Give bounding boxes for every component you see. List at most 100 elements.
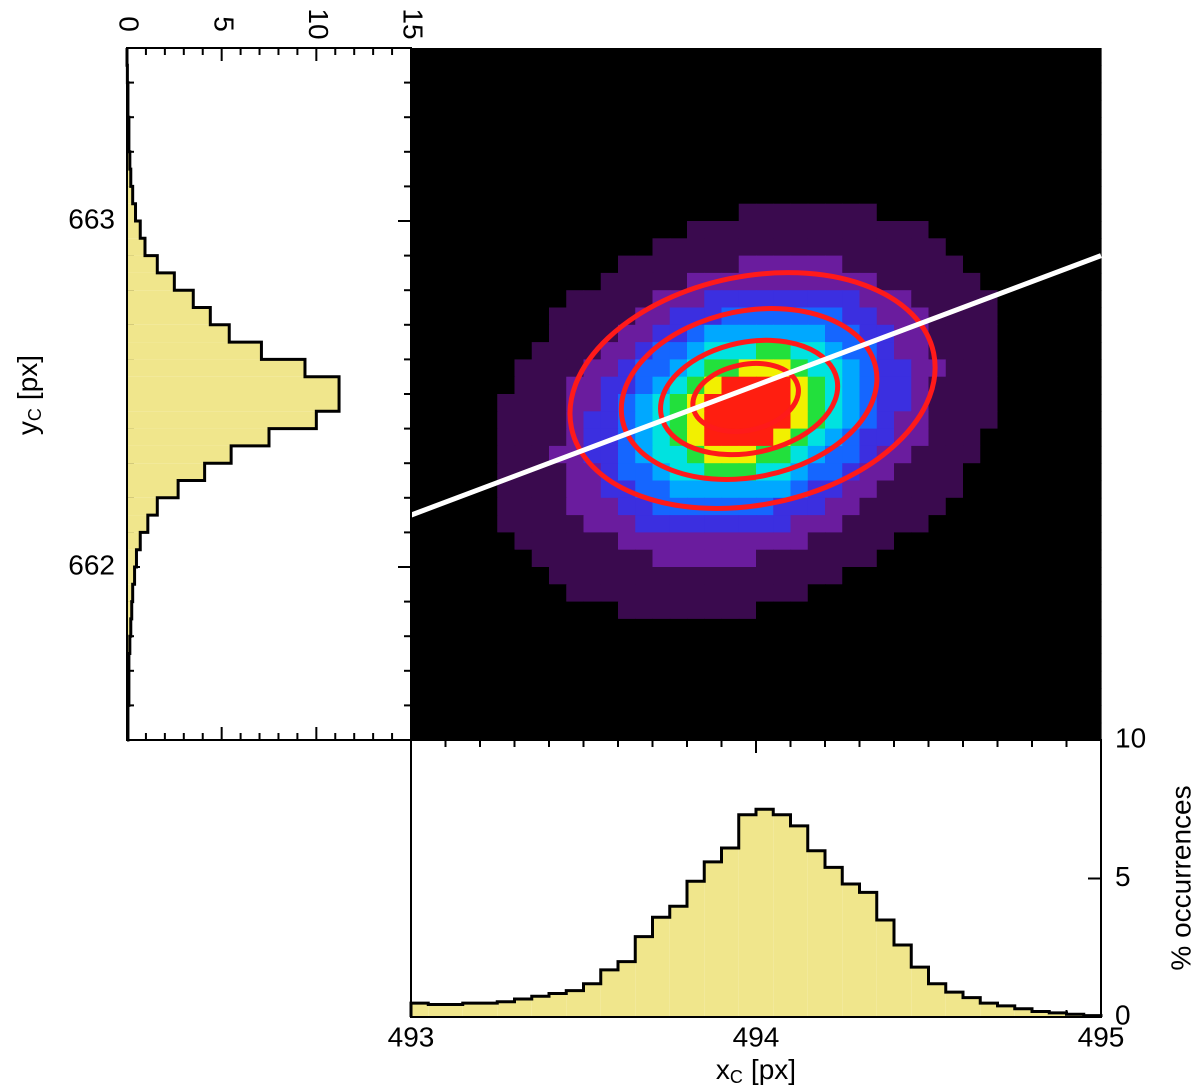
heatmap-cell bbox=[583, 411, 602, 430]
heatmap-cell bbox=[600, 186, 619, 205]
heatmap-cell bbox=[1032, 463, 1050, 482]
heatmap-cell bbox=[566, 497, 585, 516]
heatmap-cell bbox=[635, 705, 654, 724]
heatmap-cell bbox=[876, 307, 895, 326]
heatmap-cell bbox=[411, 601, 429, 620]
heatmap-cell bbox=[583, 290, 602, 309]
heatmap-cell bbox=[411, 705, 429, 724]
heatmap-cell bbox=[531, 238, 550, 257]
heatmap-cell bbox=[807, 688, 826, 706]
heatmap-cell bbox=[773, 48, 792, 66]
heatmap-cell bbox=[790, 221, 809, 239]
histogram-bar bbox=[738, 814, 756, 1017]
heatmap-cell bbox=[721, 169, 740, 187]
heatmap-cell bbox=[462, 117, 481, 136]
heatmap-cell bbox=[1049, 203, 1068, 222]
heatmap-cell bbox=[807, 65, 826, 84]
heatmap-cell bbox=[462, 705, 481, 724]
heatmap-cell bbox=[480, 688, 498, 706]
heatmap-cell bbox=[635, 636, 654, 655]
histogram-bar bbox=[127, 584, 133, 602]
heatmap-cell bbox=[704, 549, 723, 568]
heatmap-cell bbox=[773, 618, 792, 637]
heatmap-cell bbox=[721, 82, 740, 101]
heatmap-cell bbox=[411, 411, 429, 430]
heatmap-cell bbox=[549, 549, 567, 568]
heatmap-cell bbox=[963, 497, 981, 516]
heatmap-cell bbox=[928, 428, 947, 447]
heatmap-cell bbox=[583, 307, 602, 326]
heatmap-cell bbox=[980, 359, 999, 378]
heatmap-cell bbox=[1014, 411, 1033, 430]
heatmap-cell bbox=[1066, 411, 1085, 430]
heatmap-cell bbox=[963, 203, 981, 222]
heatmap-cell bbox=[876, 653, 895, 672]
heatmap-cell bbox=[462, 99, 481, 118]
heatmap-cell bbox=[566, 134, 585, 153]
heatmap-cell bbox=[514, 238, 533, 257]
heatmap-cell bbox=[428, 394, 447, 412]
heatmap-cell bbox=[445, 480, 464, 499]
heatmap-cell bbox=[1066, 117, 1085, 136]
heatmap-cell bbox=[566, 342, 585, 360]
heatmap-cell bbox=[945, 636, 964, 655]
heatmap-cell bbox=[1066, 618, 1085, 637]
heatmap-cell bbox=[980, 134, 999, 153]
heatmap-cell bbox=[549, 636, 567, 655]
heatmap-cell bbox=[687, 653, 705, 672]
heatmap-cell bbox=[566, 636, 585, 655]
heatmap-cell bbox=[807, 705, 826, 724]
heatmap-cell bbox=[790, 255, 809, 274]
heatmap-cell bbox=[790, 618, 809, 637]
heatmap-cell bbox=[514, 584, 533, 603]
heatmap-cell bbox=[480, 65, 498, 84]
heatmap-cell bbox=[945, 324, 964, 343]
heatmap-cell bbox=[687, 186, 705, 205]
heatmap-cell bbox=[480, 134, 498, 153]
heatmap-cell bbox=[945, 221, 964, 239]
heatmap-cell bbox=[411, 238, 429, 257]
heatmap-cell bbox=[1032, 497, 1050, 516]
histogram-bar bbox=[127, 290, 194, 308]
heatmap-cell bbox=[842, 203, 861, 222]
heatmap-cell bbox=[549, 221, 567, 239]
heatmap-cell bbox=[1066, 324, 1085, 343]
histogram-bar bbox=[963, 997, 981, 1017]
heatmap-cell bbox=[980, 186, 999, 205]
heatmap-cell bbox=[825, 48, 843, 66]
heatmap-cell bbox=[462, 584, 481, 603]
heatmap-cell bbox=[911, 722, 930, 741]
heatmap-cell bbox=[600, 394, 619, 412]
heatmap-cell bbox=[928, 238, 947, 257]
heatmap-cell bbox=[807, 670, 826, 689]
heatmap-cell bbox=[997, 688, 1016, 706]
heatmap-cell bbox=[652, 203, 671, 222]
heatmap-cell bbox=[411, 359, 429, 378]
heatmap-cell bbox=[756, 65, 774, 84]
heatmap-cell bbox=[980, 515, 999, 533]
heatmap-cell bbox=[773, 342, 792, 360]
heatmap-cell bbox=[669, 376, 688, 395]
heatmap-cell bbox=[1066, 203, 1085, 222]
heatmap-cell bbox=[773, 515, 792, 533]
heatmap-cell bbox=[825, 601, 843, 620]
heatmap-cell bbox=[1066, 688, 1085, 706]
heatmap-cell bbox=[411, 203, 429, 222]
heatmap-cell bbox=[566, 117, 585, 136]
heatmap-cell bbox=[945, 255, 964, 274]
heatmap-cell bbox=[531, 290, 550, 309]
heatmap-cell bbox=[721, 549, 740, 568]
heatmap-cell bbox=[842, 376, 861, 395]
heatmap-cell bbox=[566, 532, 585, 551]
heatmap-cell bbox=[428, 670, 447, 689]
heatmap-cell bbox=[859, 722, 878, 741]
heatmap-cell bbox=[859, 307, 878, 326]
heatmap-cell bbox=[1014, 342, 1033, 360]
heatmap-cell bbox=[1083, 428, 1102, 447]
heatmap-cell bbox=[807, 203, 826, 222]
heatmap-cell bbox=[825, 134, 843, 153]
heatmap-cell bbox=[635, 82, 654, 101]
histogram-bar bbox=[514, 998, 532, 1017]
heatmap-cell bbox=[531, 48, 550, 66]
heatmap-cell bbox=[894, 134, 912, 153]
